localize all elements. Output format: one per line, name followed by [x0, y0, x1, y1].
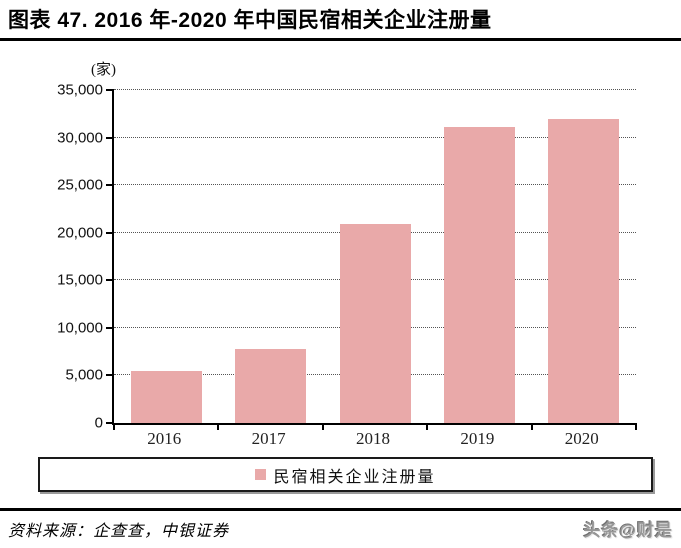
y-axis-labels: 0 5,000 10,000 15,000 20,000 25,000 30,000 35,0… [0, 82, 103, 432]
y-axis-unit-label: (家) [91, 62, 116, 78]
gridline [114, 136, 636, 138]
x-tick-label: 2017 [251, 429, 286, 448]
bar-2018 [339, 224, 411, 423]
bar-2016 [130, 370, 202, 423]
x-axis-labels: 2016 2017 2018 2019 2020 [112, 429, 634, 451]
bar-2017 [235, 348, 307, 423]
plot-area [106, 89, 637, 430]
y-tick-label: 20,000 [57, 224, 103, 242]
y-tick-label: 0 [94, 414, 103, 432]
x-tick-label: 2019 [460, 429, 495, 448]
x-tick-mark [321, 423, 324, 430]
y-tick-label: 5,000 [65, 366, 103, 384]
x-tick-mark [530, 423, 533, 430]
y-tick-mark [106, 422, 114, 424]
y-tick-label: 35,000 [57, 81, 103, 99]
legend-swatch-icon [255, 469, 267, 480]
y-tick-mark [106, 89, 114, 91]
y-tick-label: 15,000 [57, 271, 103, 289]
y-tick-mark [106, 231, 114, 234]
legend-box: 民宿相关企业注册量 [38, 457, 653, 492]
x-tick-mark [113, 423, 115, 430]
bottom-rule [0, 508, 681, 511]
gridline [114, 184, 636, 186]
y-tick-label: 10,000 [57, 319, 103, 337]
chart-title: 图表 47. 2016 年-2020 年中国民宿相关企业注册量 [8, 9, 492, 32]
bar-2019 [443, 127, 515, 423]
title-rule [0, 38, 681, 41]
x-tick-mark [426, 423, 429, 430]
y-tick-mark [106, 374, 114, 377]
x-tick-label: 2016 [147, 429, 182, 448]
y-tick-label: 25,000 [57, 176, 103, 194]
y-tick-label: 30,000 [57, 129, 103, 147]
gridline [114, 89, 636, 90]
source-text: 资料来源：企查查，中银证券 [8, 523, 230, 540]
watermark-text: 头条@财是 [583, 521, 673, 540]
y-tick-mark [106, 279, 114, 282]
x-tick-mark [635, 423, 637, 430]
legend-label: 民宿相关企业注册量 [273, 468, 436, 486]
y-tick-mark [106, 136, 114, 139]
x-tick-label: 2018 [356, 429, 390, 448]
x-tick-label: 2020 [564, 429, 599, 448]
y-tick-mark [106, 326, 114, 329]
bar-2020 [548, 118, 620, 423]
y-tick-mark [106, 184, 114, 187]
x-tick-mark [217, 423, 220, 430]
